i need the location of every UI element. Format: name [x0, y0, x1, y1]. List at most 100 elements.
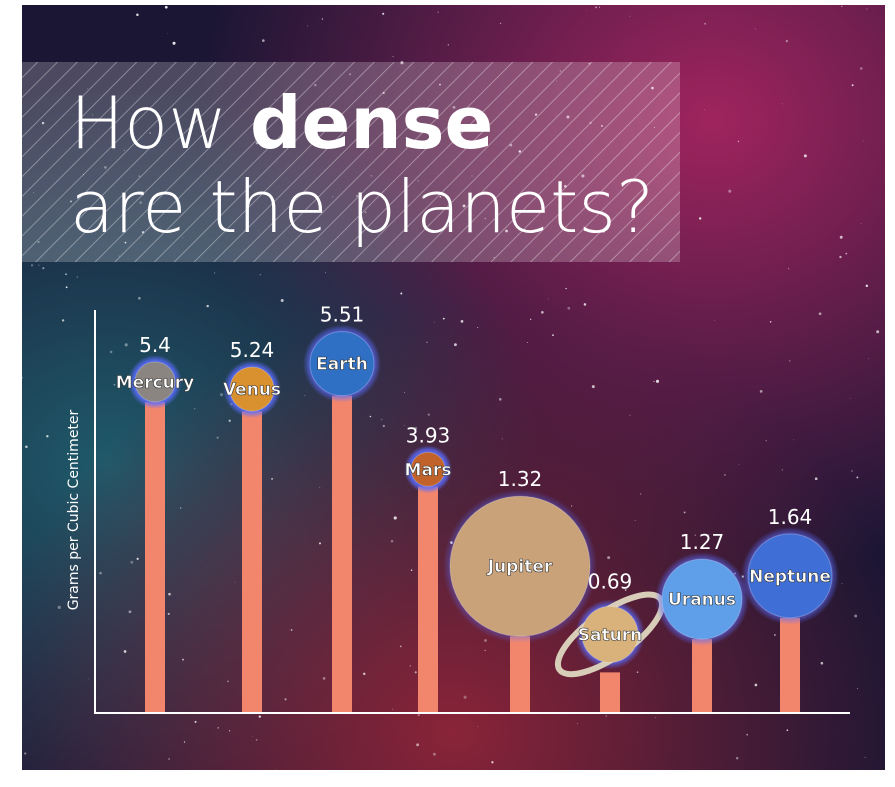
star: [803, 154, 807, 158]
title-part: dense: [250, 81, 493, 165]
star: [746, 733, 749, 736]
bar: [242, 411, 262, 712]
star: [21, 376, 24, 379]
star: [565, 287, 567, 290]
planet-name: Jupiter: [487, 557, 553, 577]
star: [123, 650, 127, 653]
star: [381, 418, 383, 421]
star: [841, 583, 843, 584]
planet-name: Earth: [316, 355, 368, 375]
star: [216, 436, 219, 439]
star: [571, 505, 573, 507]
star: [781, 103, 783, 105]
star: [501, 438, 503, 440]
star: [629, 15, 631, 17]
star: [484, 639, 487, 642]
star: [655, 379, 660, 383]
star: [400, 292, 403, 295]
star: [737, 140, 740, 143]
star: [634, 520, 636, 521]
value-label: 1.64: [768, 505, 813, 529]
star: [788, 360, 791, 362]
star: [759, 390, 763, 393]
star: [183, 741, 186, 743]
star: [774, 634, 776, 636]
planet: [309, 331, 375, 397]
star: [234, 581, 236, 583]
star: [552, 334, 554, 336]
value-label: 5.51: [320, 303, 365, 327]
star: [704, 22, 707, 25]
star: [735, 756, 739, 760]
star: [653, 380, 655, 383]
star: [414, 671, 417, 674]
plot: Mercury 5.4 Venus 5.24 Earth 5.51 Mars 3.93 Jupi…: [115, 303, 839, 712]
star: [251, 736, 253, 737]
star: [785, 39, 788, 43]
bar: [332, 395, 352, 712]
value-label: 5.4: [139, 333, 171, 357]
bar: [418, 486, 438, 712]
star: [284, 698, 287, 701]
star: [789, 518, 792, 520]
star: [860, 223, 862, 224]
star: [856, 476, 859, 479]
bar: [780, 617, 800, 712]
star: [30, 264, 34, 267]
star: [864, 756, 866, 759]
star: [595, 6, 597, 9]
star: [738, 464, 740, 465]
star: [193, 407, 196, 410]
star: [786, 729, 789, 732]
star: [319, 486, 321, 488]
planet-name: Saturn: [578, 625, 642, 645]
star: [607, 556, 611, 560]
star: [460, 320, 464, 323]
star: [414, 426, 418, 430]
star: [399, 645, 402, 648]
star: [404, 391, 405, 393]
star: [839, 235, 843, 239]
star: [484, 649, 486, 652]
star: [839, 255, 842, 259]
planet: [661, 558, 743, 640]
star: [583, 303, 587, 306]
star: [46, 435, 49, 438]
star: [214, 272, 216, 274]
star: [228, 419, 231, 422]
star: [57, 605, 61, 609]
star: [728, 189, 732, 193]
star: [862, 140, 864, 142]
star: [694, 534, 696, 536]
star: [854, 614, 858, 618]
star: [814, 477, 818, 481]
star: [38, 264, 40, 266]
star: [76, 276, 78, 278]
star: [723, 473, 726, 476]
planet: [449, 495, 591, 637]
planet-name: Mars: [405, 460, 452, 480]
star: [382, 12, 385, 15]
star: [255, 738, 258, 741]
star: [393, 516, 397, 520]
star: [434, 321, 435, 323]
star: [444, 433, 446, 435]
star: [65, 286, 68, 289]
star: [453, 343, 457, 347]
star: [876, 330, 880, 334]
star: [567, 306, 571, 310]
bar: [600, 672, 620, 712]
star: [136, 13, 139, 17]
star: [138, 296, 141, 300]
star: [576, 723, 578, 724]
planet-name: Neptune: [749, 567, 831, 587]
star: [845, 252, 848, 255]
star: [167, 612, 170, 615]
star: [410, 569, 413, 571]
star: [527, 342, 528, 343]
y-axis-label: Grams per Cubic Centimeter: [66, 409, 82, 610]
star: [275, 768, 277, 770]
title-part: How: [70, 81, 227, 165]
star: [128, 610, 132, 614]
